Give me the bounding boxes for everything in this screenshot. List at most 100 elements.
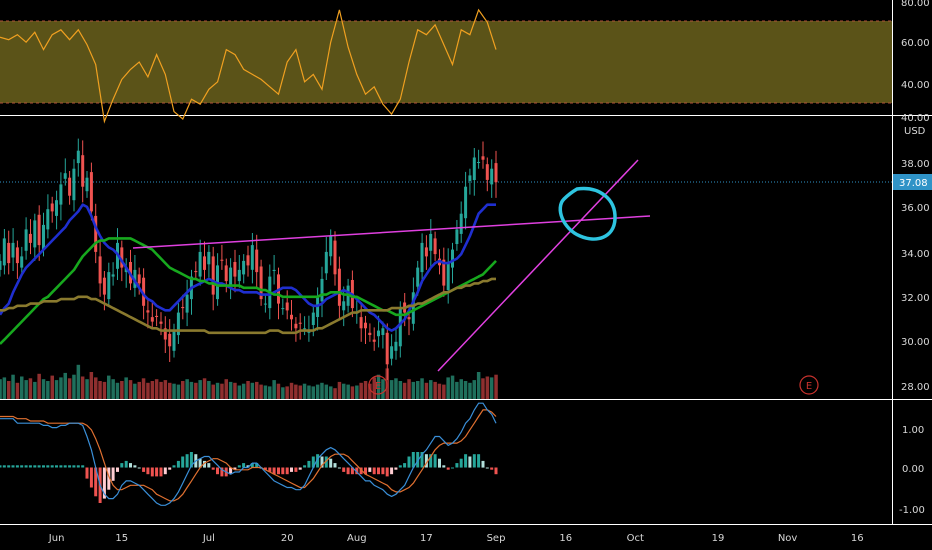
- currency-label: USD: [904, 126, 926, 137]
- candle-body: [0, 260, 2, 270]
- candle-body: [120, 247, 124, 268]
- candle-body: [290, 314, 293, 320]
- macd-histogram-bar: [216, 467, 219, 475]
- time-axis-label: Jul: [202, 533, 215, 544]
- macd-histogram-bar: [237, 465, 241, 468]
- candle-body: [398, 308, 402, 347]
- macd-histogram-bar: [416, 452, 420, 468]
- volume-bar: [194, 382, 198, 399]
- volume-bar: [463, 381, 468, 399]
- candle-body: [46, 209, 50, 230]
- time-axis-label: Oct: [627, 533, 644, 544]
- macd-histogram-bar: [28, 465, 32, 468]
- time-axis-label: Nov: [778, 533, 798, 544]
- macd-histogram-bar: [146, 467, 150, 475]
- macd-histogram-bar: [464, 454, 468, 468]
- macd-histogram-bar: [455, 463, 459, 468]
- volume-bar: [315, 384, 320, 399]
- macd-histogram-bar: [438, 458, 441, 468]
- candle-body: [72, 168, 76, 201]
- candle-body: [203, 256, 206, 270]
- macd-histogram-bar: [324, 456, 328, 468]
- volume-bar: [233, 382, 237, 399]
- price-panel: E E 40.00 USD 38.00 36.00 34.00 32.00 30…: [0, 113, 932, 399]
- candle-body: [377, 330, 380, 337]
- volume-bar: [394, 378, 398, 399]
- volume-bar: [207, 381, 211, 399]
- macd-signal-line: [0, 409, 497, 502]
- macd-histogram-bar: [15, 465, 19, 468]
- earnings-marker-nov[interactable]: E: [799, 375, 819, 395]
- time-axis-label: Sep: [487, 533, 506, 544]
- rsi-tick-60: 60.00: [901, 38, 930, 49]
- candle-body: [359, 317, 363, 329]
- volume-bar: [285, 386, 289, 399]
- candle-body: [372, 339, 376, 342]
- macd-histogram-bar: [250, 463, 254, 468]
- candle-body: [55, 200, 58, 216]
- highlight-circle: [558, 186, 617, 241]
- candle-body: [455, 229, 459, 244]
- volume-bar: [72, 374, 76, 399]
- candle-body: [102, 277, 106, 295]
- volume-bar: [67, 378, 72, 399]
- volume-bar: [224, 379, 228, 399]
- volume-bar: [185, 379, 189, 399]
- volume-bar: [272, 380, 276, 399]
- macd-histogram-bar: [377, 467, 380, 475]
- macd-histogram-bar: [311, 456, 315, 468]
- volume-bar: [433, 381, 437, 399]
- volume-bar: [259, 384, 263, 399]
- candle-body: [451, 249, 454, 268]
- volume-bar: [133, 383, 137, 399]
- macd-histogram-bar: [233, 467, 237, 470]
- candle-body: [137, 274, 141, 284]
- volume-bar: [429, 380, 433, 399]
- candle-body: [198, 251, 202, 277]
- earnings-marker-nov-label: E: [806, 381, 812, 392]
- time-axis-label: 15: [115, 533, 128, 544]
- candle-body: [42, 224, 45, 250]
- volume-bar: [350, 386, 355, 399]
- earnings-marker-aug[interactable]: E: [368, 375, 388, 395]
- volume-bar: [159, 381, 163, 399]
- candle-body: [233, 262, 237, 277]
- candle-body: [211, 256, 215, 295]
- volume-bar: [376, 374, 381, 399]
- macd-histogram-bar: [320, 456, 324, 468]
- volume-bar: [450, 375, 455, 399]
- macd-histogram-bar: [477, 454, 481, 468]
- macd-histogram-bar: [76, 465, 80, 468]
- volume-bar: [342, 383, 346, 399]
- candle-body: [207, 251, 211, 265]
- candle-body: [364, 322, 367, 329]
- macd-histogram-bar: [481, 460, 485, 468]
- macd-histogram-bar: [246, 465, 250, 468]
- volume-bar: [146, 382, 150, 399]
- candle-body: [7, 242, 11, 264]
- macd-histogram-bar: [446, 467, 450, 470]
- candle-body: [185, 294, 189, 313]
- volume-bar: [420, 378, 424, 399]
- volume-bar: [228, 381, 233, 399]
- candle-body: [342, 301, 346, 311]
- volume-bar: [298, 385, 302, 399]
- volume-bar: [172, 383, 176, 399]
- candle-body: [394, 341, 398, 351]
- volume-bar: [7, 381, 11, 399]
- macd-histogram-bar: [94, 467, 98, 497]
- candle-body: [285, 302, 289, 311]
- macd-histogram-bar: [89, 467, 93, 488]
- macd-histogram-bar: [85, 467, 89, 479]
- macd-histogram-bar: [155, 467, 159, 477]
- volume-bar: [246, 381, 250, 399]
- candle-body: [146, 310, 150, 313]
- last-price-badge: [893, 174, 932, 190]
- volume-bar: [211, 384, 215, 399]
- candle-body: [81, 155, 85, 187]
- volume-bar: [124, 377, 128, 399]
- macd-histogram-bar: [33, 465, 37, 468]
- candle-body: [150, 317, 154, 322]
